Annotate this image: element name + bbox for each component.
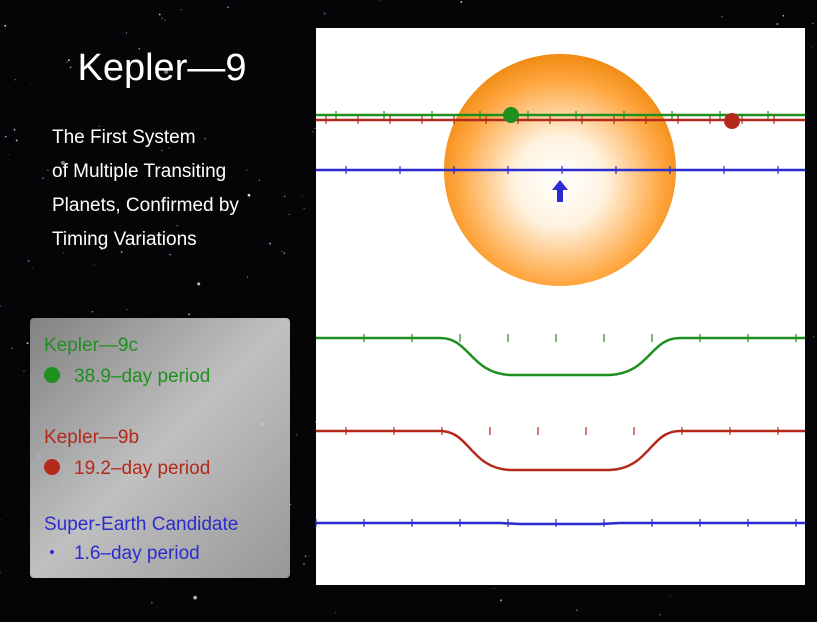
- star: [721, 16, 723, 18]
- star: [296, 434, 297, 435]
- legend-period: 19.2–day period: [74, 458, 210, 479]
- star: [659, 614, 661, 616]
- star: [248, 194, 251, 197]
- page: Kepler—9 The First System of Multiple Tr…: [0, 0, 817, 622]
- star: [5, 136, 7, 138]
- star: [460, 1, 462, 3]
- star: [161, 18, 162, 19]
- star: [126, 32, 127, 33]
- planet: [724, 113, 740, 129]
- slide: Kepler—9 The First System of Multiple Tr…: [0, 0, 817, 622]
- star: [290, 504, 291, 505]
- star: [335, 612, 336, 613]
- star: [14, 129, 16, 131]
- star: [783, 15, 785, 17]
- legend-period: 1.6–day period: [74, 543, 200, 564]
- star: [284, 196, 285, 197]
- star: [176, 225, 178, 227]
- star: [193, 596, 197, 600]
- star: [227, 6, 229, 8]
- legend-name: Super-Earth Candidate: [44, 514, 238, 535]
- star: [576, 609, 578, 611]
- legend-period: 38.9–day period: [74, 366, 210, 387]
- legend-dot: [44, 459, 60, 475]
- star: [314, 128, 315, 129]
- subtitle-line: Timing Variations: [52, 229, 197, 250]
- star: [494, 588, 495, 589]
- star: [30, 84, 31, 85]
- star: [161, 150, 162, 151]
- star: [1, 519, 2, 520]
- star: [246, 169, 247, 170]
- star: [813, 336, 814, 337]
- star: [197, 282, 200, 285]
- star: [324, 12, 326, 14]
- star: [305, 556, 306, 557]
- light-curve: [316, 523, 805, 524]
- star: [47, 169, 48, 170]
- subtitle-line: The First System: [52, 127, 196, 148]
- legend-name: Kepler—9c: [44, 335, 138, 356]
- legend-box: [30, 318, 290, 578]
- star: [159, 14, 161, 16]
- planet: [503, 107, 519, 123]
- subtitle-line: of Multiple Transiting: [52, 161, 226, 182]
- star: [14, 79, 16, 81]
- star: [670, 595, 671, 596]
- star: [380, 0, 381, 1]
- star: [204, 138, 206, 140]
- star: [247, 277, 248, 278]
- star: [11, 348, 12, 349]
- star: [281, 251, 282, 252]
- star: [126, 309, 127, 310]
- star: [92, 311, 94, 313]
- legend-name: Kepler—9b: [44, 427, 139, 448]
- legend-dot: [44, 367, 60, 383]
- star: [312, 131, 313, 132]
- star: [284, 253, 285, 254]
- star: [66, 61, 68, 63]
- star: [188, 313, 190, 315]
- star: [16, 140, 18, 142]
- title: Kepler—9: [78, 47, 247, 89]
- star: [181, 9, 182, 10]
- star: [151, 602, 152, 603]
- star: [304, 208, 305, 209]
- star: [303, 563, 305, 565]
- subtitle-line: Planets, Confirmed by: [52, 195, 239, 216]
- star: [94, 264, 95, 265]
- star: [4, 25, 6, 27]
- star: [42, 177, 44, 179]
- star: [8, 154, 9, 155]
- star: [70, 66, 72, 68]
- star: [68, 59, 70, 61]
- star: [500, 599, 502, 601]
- star: [32, 267, 33, 268]
- legend-dot: [50, 550, 54, 554]
- star: [812, 23, 813, 24]
- star: [26, 342, 28, 344]
- star: [811, 46, 812, 47]
- star: [164, 19, 165, 20]
- star: [23, 370, 24, 371]
- star: [169, 254, 170, 255]
- star: [28, 260, 30, 262]
- star: [121, 251, 123, 253]
- star: [289, 214, 291, 216]
- star: [63, 253, 64, 254]
- star: [269, 243, 271, 245]
- star: [776, 23, 778, 25]
- star: [301, 196, 302, 197]
- star: [259, 180, 260, 181]
